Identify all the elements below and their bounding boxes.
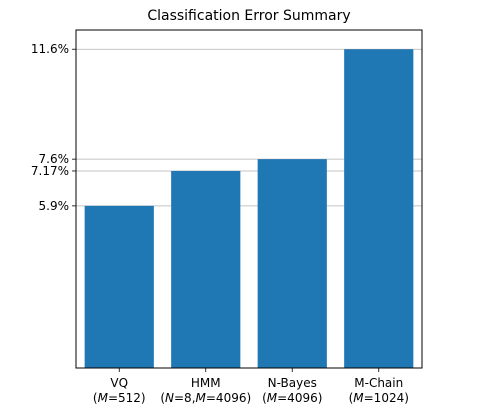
y-tick-label: 5.9%	[39, 199, 70, 213]
x-tick-label: HMM	[191, 376, 221, 390]
y-tick-label: 7.17%	[31, 164, 69, 178]
x-tick-sublabel: (M=4096)	[262, 391, 322, 405]
x-tick-label: VQ	[110, 376, 128, 390]
y-tick-label: 11.6%	[31, 42, 69, 56]
y-tick-label: 7.6%	[39, 152, 70, 166]
bar	[84, 205, 154, 368]
x-tick-label: N-Bayes	[268, 376, 317, 390]
axes-frame	[75, 29, 423, 369]
bar	[171, 170, 241, 368]
x-axis-ticks: VQ(M=512) HMM(N=8,M=4096) N-Bayes(M=4096) M…	[93, 368, 409, 405]
x-tick-label: M-Chain	[354, 376, 403, 390]
chart-title: Classification Error Summary	[147, 8, 350, 24]
bars	[84, 49, 414, 368]
x-tick-sublabel: (M=512)	[93, 391, 146, 405]
x-tick-sublabel: (M=1024)	[349, 391, 409, 405]
bar	[257, 159, 327, 368]
y-axis-ticks: 5.9% 7.17%7.6% 11.6%	[31, 42, 76, 213]
bar	[344, 49, 414, 368]
x-tick-sublabel: (N=8,M=4096)	[160, 391, 251, 405]
